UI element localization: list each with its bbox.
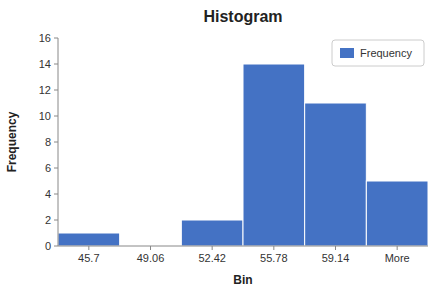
bar bbox=[181, 220, 243, 246]
x-tick bbox=[150, 246, 151, 250]
legend-box bbox=[332, 40, 424, 66]
y-tick bbox=[54, 38, 58, 39]
bars bbox=[58, 64, 428, 246]
legend-label: Frequency bbox=[360, 47, 412, 59]
y-tick bbox=[54, 246, 58, 247]
x-axis bbox=[58, 246, 428, 247]
x-tick-label: 45.7 bbox=[78, 252, 99, 264]
y-axis-label: Frequency bbox=[5, 111, 19, 172]
y-tick-label: 8 bbox=[45, 136, 51, 148]
y-tick-label: 12 bbox=[39, 84, 51, 96]
y-tick bbox=[54, 90, 58, 91]
bar bbox=[366, 181, 428, 246]
y-tick bbox=[54, 142, 58, 143]
y-tick-label: 0 bbox=[45, 240, 51, 252]
y-tick bbox=[54, 168, 58, 169]
y-tick-label: 10 bbox=[39, 110, 51, 122]
legend: Frequency bbox=[332, 40, 424, 66]
y-tick-label: 16 bbox=[39, 32, 51, 44]
x-tick bbox=[397, 246, 398, 250]
x-tick-label: 59.14 bbox=[322, 252, 350, 264]
x-tick bbox=[335, 246, 336, 250]
y-tick bbox=[54, 64, 58, 65]
chart: 0 2 4 6 8 10 12 14 16 45.7 49.06 52.42 55.78 59.14 Mor… bbox=[0, 0, 438, 294]
title: Histogram bbox=[203, 8, 282, 25]
x-tick bbox=[88, 246, 89, 250]
y-tick bbox=[54, 116, 58, 117]
y-tick bbox=[54, 194, 58, 195]
x-tick bbox=[273, 246, 274, 250]
y-tick-label: 4 bbox=[45, 188, 51, 200]
x-tick bbox=[212, 246, 213, 250]
x-tick-label: 49.06 bbox=[137, 252, 165, 264]
y-tick-label: 2 bbox=[45, 214, 51, 226]
bar bbox=[58, 233, 120, 246]
y-tick-label: 14 bbox=[39, 58, 51, 70]
bar bbox=[305, 103, 367, 246]
x-tick-label: 55.78 bbox=[260, 252, 288, 264]
x-axis-label: Bin bbox=[233, 273, 252, 287]
legend-swatch bbox=[340, 48, 354, 58]
y-tick bbox=[54, 220, 58, 221]
x-tick-label: More bbox=[385, 252, 410, 264]
y-tick-label: 6 bbox=[45, 162, 51, 174]
x-tick-label: 52.42 bbox=[198, 252, 226, 264]
bar bbox=[243, 64, 305, 246]
